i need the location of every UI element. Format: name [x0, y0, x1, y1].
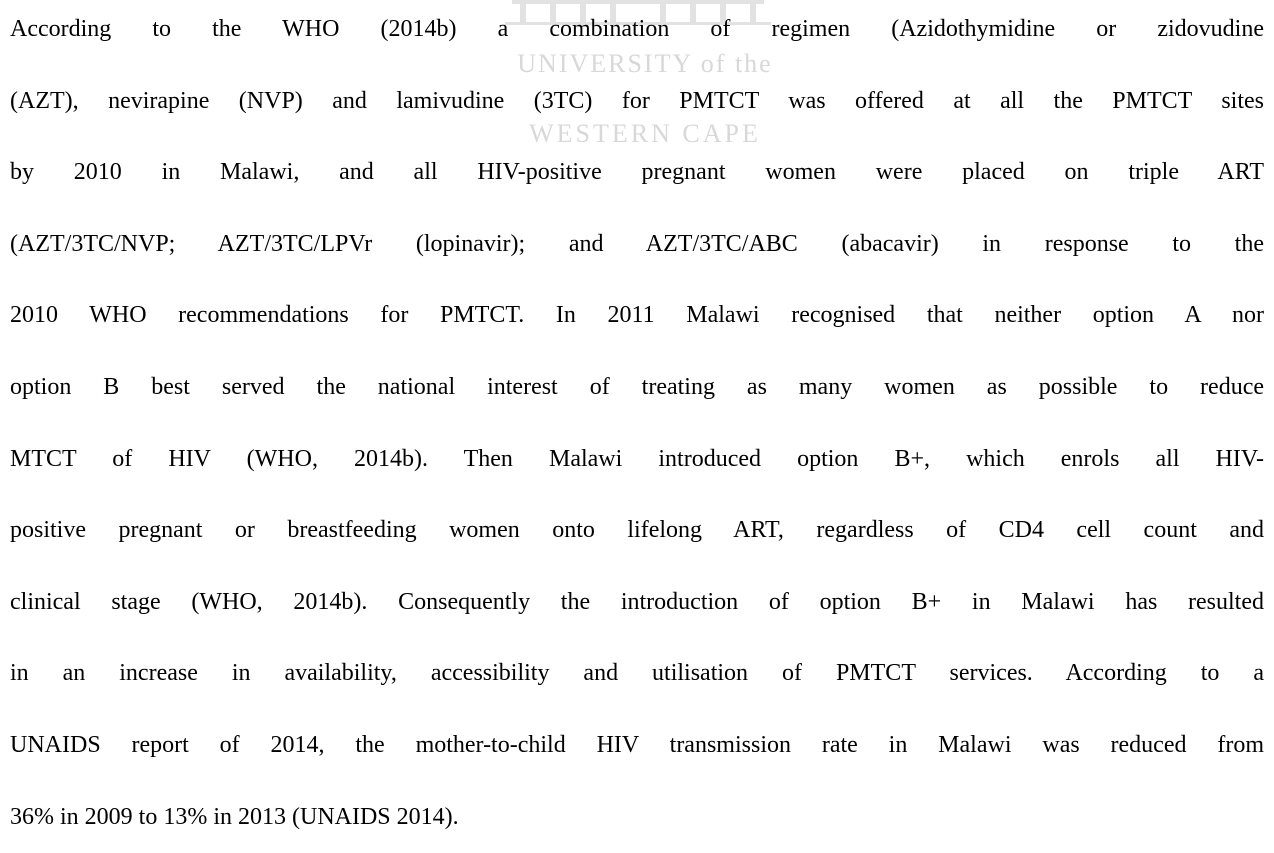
text-line: (AZT), nevirapine (NVP) and lamivudine (… — [10, 87, 1264, 114]
text-line: UNAIDS report of 2014, the mother-to-chi… — [10, 731, 1264, 758]
text-line: 2010 WHO recommendations for PMTCT. In 2… — [10, 302, 1264, 329]
text-line: option B best served the national intere… — [10, 373, 1264, 400]
paragraph: According to the WHO (2014b) a combinati… — [10, 0, 1264, 853]
text-line: MTCT of HIV (WHO, 2014b). Then Malawi in… — [10, 445, 1264, 472]
text-line: (AZT/3TC/NVP; AZT/3TC/LPVr (lopinavir); … — [10, 230, 1264, 257]
watermark-text: WESTERN CAPE — [529, 119, 761, 148]
watermark-text: UNIVERSITY of the — [517, 49, 772, 78]
text-line: positive pregnant or breastfeeding women… — [10, 517, 1264, 544]
text-line: in an increase in availability, accessib… — [10, 660, 1264, 687]
logo — [505, 0, 771, 25]
text-line: clinical stage (WHO, 2014b). Consequentl… — [10, 588, 1264, 615]
text-line: According to the WHO (2014b) a combinati… — [10, 16, 1264, 42]
text-line: by 2010 in Malawi, and all HIV-positive … — [10, 159, 1264, 186]
text-line: 36% in 2009 to 13% in 2013 (UNAIDS 2014)… — [10, 803, 459, 830]
